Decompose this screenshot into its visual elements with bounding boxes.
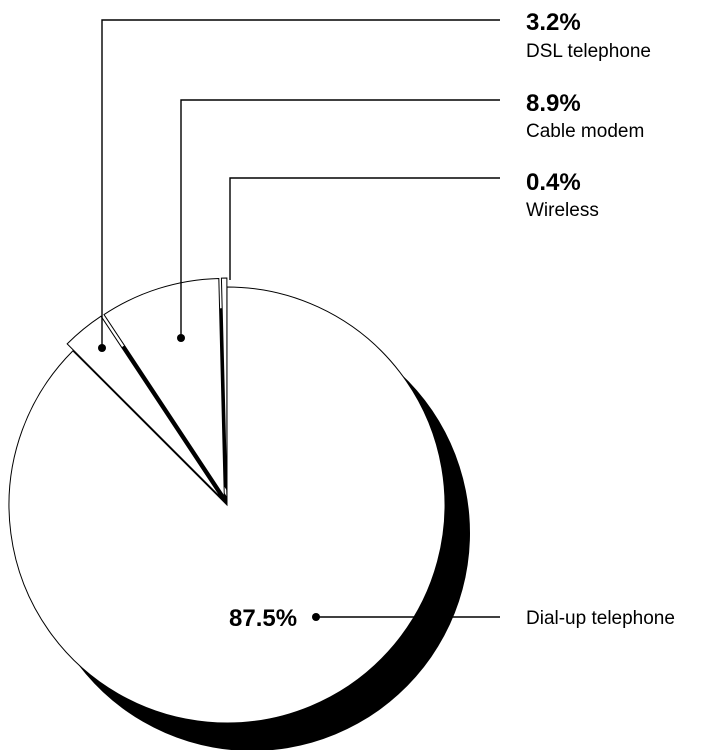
slice-cable-modem bbox=[103, 277, 225, 499]
leader-dot-dsl-telephone bbox=[98, 344, 106, 352]
leader-dot-dial-up-telephone bbox=[312, 613, 320, 621]
data-label-value-cable-modem: 8.9% bbox=[526, 90, 581, 117]
leader-line-dsl-telephone bbox=[101, 19, 500, 348]
leader-line-cable-modem bbox=[180, 99, 500, 338]
data-label-name-cable-modem: Cable modem bbox=[526, 121, 644, 142]
pie-slice-layer bbox=[8, 277, 446, 724]
pie-label-layer: 87.5% Dial-up telephone 3.2% DSL telephone 8… bbox=[98, 9, 675, 632]
slice-dial-up-telephone bbox=[8, 286, 446, 724]
data-label-name-dial-up-telephone: Dial-up telephone bbox=[526, 608, 675, 629]
data-label-value-dial-up-telephone: 87.5% bbox=[229, 605, 297, 632]
leader-line-wireless bbox=[229, 177, 500, 280]
data-label-value-dsl-telephone: 3.2% bbox=[526, 9, 581, 36]
leader-dot-cable-modem bbox=[177, 334, 185, 342]
data-label-value-wireless: 0.4% bbox=[526, 169, 581, 196]
slice-dsl-telephone bbox=[66, 315, 222, 499]
data-label-name-wireless: Wireless bbox=[526, 200, 599, 221]
slice-wireless bbox=[220, 277, 228, 497]
data-label-name-dsl-telephone: DSL telephone bbox=[526, 41, 651, 62]
